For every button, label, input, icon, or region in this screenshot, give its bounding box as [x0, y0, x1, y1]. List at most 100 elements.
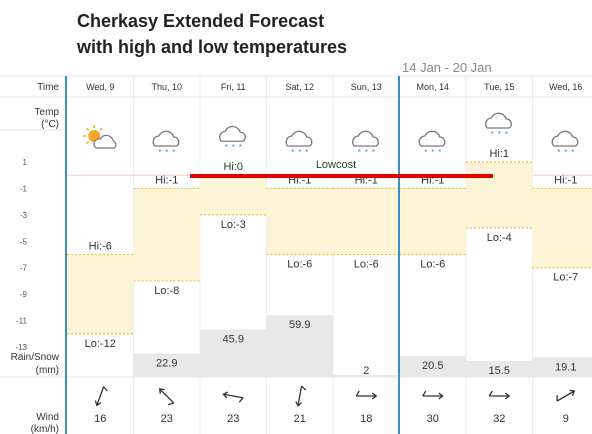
temp-tick-label: -7: [20, 264, 28, 273]
date-range: 14 Jan - 20 Jan: [402, 60, 492, 75]
wind-arrow-head: [371, 392, 378, 400]
snowflake: *: [564, 148, 567, 157]
day-label: Fri, 11: [221, 82, 246, 92]
day-label: Thu, 10: [151, 82, 182, 92]
wind-arrow-shaft: [159, 388, 175, 404]
cloud-shape: [285, 130, 313, 147]
lo-label: Lo:-3: [221, 219, 246, 231]
temp-tick-label: 1: [23, 158, 28, 167]
day-label: Mon, 14: [416, 82, 449, 92]
hi-label: Hi:-1: [155, 174, 178, 186]
day-label: Sat, 12: [285, 82, 314, 92]
snow-cloud-icon: * * *: [418, 130, 446, 157]
temp-tick-label: -5: [20, 237, 28, 246]
precip-bar: [333, 374, 400, 377]
wind-arrow-shaft: [556, 390, 575, 402]
sun-ray: [99, 127, 103, 131]
temp-tick-label: -9: [20, 290, 28, 299]
precip-value: 59.9: [289, 319, 310, 331]
wind-arrow-barb: [556, 395, 558, 402]
wind-arrow-icon: [295, 385, 307, 407]
precip-bar: [399, 355, 466, 377]
wind-speed: 23: [161, 413, 173, 425]
wind-arrow-shaft: [96, 386, 105, 406]
day-label: Wed, 9: [86, 82, 114, 92]
cloud-shape: [93, 134, 117, 149]
temp-tick-label: -13: [15, 343, 27, 352]
wind-arrow-barb: [488, 390, 493, 397]
wind-arrow-head: [295, 401, 303, 407]
snowflake: *: [424, 148, 427, 157]
wind-speed: 21: [294, 413, 306, 425]
cloud-shape: [485, 112, 512, 129]
day-label: Sun, 13: [351, 82, 382, 92]
wind-arrow-icon: [222, 391, 244, 403]
snowflake: *: [505, 130, 508, 139]
lo-label: Lo:-12: [85, 338, 116, 350]
precip-bar: [532, 357, 592, 377]
cloud-shape: [551, 130, 579, 147]
precip-value: 2: [363, 365, 369, 377]
row-label-rain-unit: (mm): [36, 365, 59, 376]
snowflake: *: [372, 148, 375, 157]
snowflake: *: [305, 148, 308, 157]
snowflake: *: [438, 148, 441, 157]
wind-speed: 16: [94, 413, 106, 425]
sun-ray: [85, 141, 90, 145]
wind-arrow-head: [504, 392, 511, 400]
precip-bar: [266, 315, 333, 377]
precip-value: 22.9: [156, 357, 177, 369]
temp-tick-label: -11: [16, 317, 28, 326]
day-label: Tue, 15: [484, 82, 514, 92]
temp-band: [266, 188, 333, 255]
precip-bar: [200, 329, 267, 377]
sun-cloud-icon: [83, 125, 117, 149]
chart-title: Cherkasy Extended Forecast with high and…: [77, 8, 347, 60]
snowflake: *: [239, 143, 242, 152]
snow-cloud-icon: * * *: [551, 130, 579, 157]
snowflake: *: [232, 143, 235, 152]
lo-label: Lo:-6: [287, 259, 312, 271]
temp-band: [532, 188, 592, 268]
wind-arrow-shaft: [223, 393, 244, 399]
cloud-shape: [418, 130, 446, 147]
wind-speed: 30: [427, 413, 439, 425]
snowflake: *: [358, 148, 361, 157]
snowflake: *: [431, 148, 434, 157]
hi-label: Hi:-1: [554, 174, 577, 186]
cloud-shape: [219, 125, 246, 142]
precip-bar: [466, 360, 533, 377]
cloud-shape: [352, 130, 379, 147]
temp-band: [200, 175, 267, 215]
hi-label: Hi:0: [223, 161, 243, 173]
temp-tick-label: -3: [20, 211, 28, 220]
wind-arrow-shaft: [297, 386, 303, 406]
snowflake: *: [225, 143, 228, 152]
snow-cloud-icon: * * *: [219, 125, 246, 152]
wind-speed: 23: [227, 413, 239, 425]
title-line-2: with high and low temperatures: [77, 37, 348, 57]
snowflake: *: [291, 148, 294, 157]
snowflake: *: [365, 148, 368, 157]
row-label-temp: Temp: [35, 107, 60, 118]
row-label-wind: Wind: [36, 412, 59, 423]
row-label-time: Time: [37, 82, 59, 93]
precip-value: 20.5: [422, 360, 443, 372]
hi-label: Hi:1: [489, 148, 509, 160]
wind-arrow-barb: [238, 397, 244, 403]
precip-value: 45.9: [223, 334, 244, 346]
wind-arrow-head: [222, 391, 229, 399]
precip-value: 15.5: [489, 365, 510, 377]
wind-arrow-barb: [301, 385, 307, 391]
precip-value: 19.1: [555, 361, 576, 373]
row-label-temp-unit: (°C): [41, 119, 59, 130]
lo-label: Lo:-6: [420, 259, 445, 271]
annotation-label: Lowcost: [316, 159, 356, 171]
wind-arrow-head: [438, 392, 444, 400]
row-label-wind-unit: (km/h): [31, 424, 59, 434]
wind-arrow-barb: [168, 402, 174, 406]
snowflake: *: [172, 148, 175, 157]
sun-ray: [85, 127, 90, 131]
snowflake: *: [491, 130, 494, 139]
